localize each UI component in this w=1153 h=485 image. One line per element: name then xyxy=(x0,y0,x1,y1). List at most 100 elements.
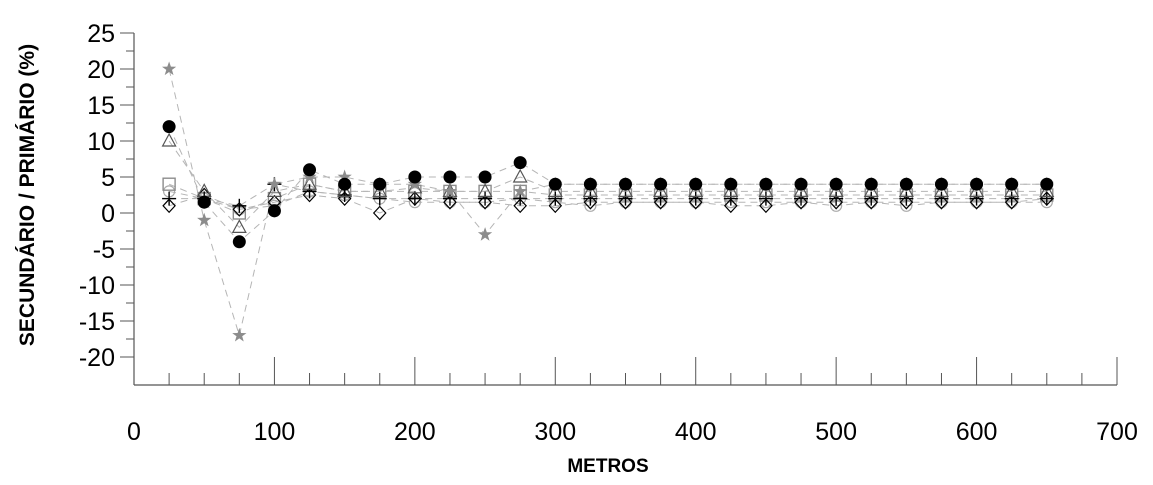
marker-open-triangle xyxy=(1039,183,1055,197)
marker-open-diamond xyxy=(618,194,633,210)
marker-plus xyxy=(548,191,563,206)
marker-plus xyxy=(723,191,738,206)
y-tick-label: 5 xyxy=(101,164,115,192)
marker-plus xyxy=(407,191,422,206)
y-tick-label: 25 xyxy=(87,20,115,48)
marker-plus xyxy=(653,191,668,206)
marker-open-diamond xyxy=(372,205,387,221)
marker-open-triangle xyxy=(231,219,247,233)
y-tick-label: -15 xyxy=(79,308,115,336)
marker-open-triangle xyxy=(723,183,739,197)
x-tick-label: 600 xyxy=(956,418,998,446)
marker-open-diamond xyxy=(829,194,843,210)
marker-open-triangle xyxy=(969,183,985,197)
marker-star xyxy=(267,176,282,191)
marker-open-triangle xyxy=(372,183,388,197)
y-tick-labels: -20 -15 -10 -5 0 5 10 15 20 25 xyxy=(79,20,115,372)
x-tick-label: 400 xyxy=(675,418,717,446)
marker-plus xyxy=(583,191,598,206)
marker-filled-circle xyxy=(829,177,843,191)
marker-star xyxy=(232,327,247,342)
marker-open-diamond xyxy=(724,198,738,214)
x-tick-labels: 0 100 200 300 400 500 600 700 xyxy=(127,418,1138,446)
marker-open-triangle xyxy=(512,168,528,183)
marker-open-diamond xyxy=(969,194,984,210)
marker-star xyxy=(302,169,317,184)
marker-plus xyxy=(934,191,949,206)
marker-open-triangle xyxy=(477,183,493,197)
marker-plus xyxy=(794,191,809,206)
x-tick-label: 500 xyxy=(815,418,857,446)
marker-plus xyxy=(1039,191,1054,206)
marker-star xyxy=(337,169,352,184)
marker-filled-circle xyxy=(864,177,878,191)
marker-filled-circle xyxy=(162,120,176,134)
marker-plus xyxy=(969,191,984,206)
marker-open-diamond xyxy=(864,194,879,210)
marker-filled-circle xyxy=(619,177,632,191)
marker-filled-circle xyxy=(689,177,703,191)
y-tick-label: 10 xyxy=(87,128,115,156)
marker-star xyxy=(407,176,422,191)
marker-filled-circle xyxy=(303,163,317,177)
marker-filled-circle xyxy=(443,170,457,184)
marker-open-triangle xyxy=(933,183,949,197)
marker-open-triangle xyxy=(617,183,634,197)
y-tick-label: -20 xyxy=(79,344,115,372)
marker-open-diamond xyxy=(232,202,247,217)
marker-filled-circle xyxy=(478,170,492,184)
marker-filled-circle xyxy=(548,177,562,191)
marker-filled-circle xyxy=(232,235,246,249)
marker-filled-circle xyxy=(583,177,597,191)
series-lines xyxy=(168,68,1047,338)
marker-plus xyxy=(688,191,703,206)
marker-open-diamond xyxy=(759,198,773,214)
marker-plus xyxy=(899,191,914,206)
x-tick-label: 300 xyxy=(534,418,576,446)
x-tick-label: 0 xyxy=(127,418,141,446)
marker-filled-circle xyxy=(513,156,527,170)
marker-filled-circle xyxy=(373,177,387,191)
marker-open-square xyxy=(162,177,176,191)
marker-open-diamond xyxy=(302,187,317,203)
marker-open-diamond xyxy=(443,194,457,210)
series-line-5 xyxy=(168,190,1047,210)
marker-plus xyxy=(758,191,773,206)
marker-filled-circle xyxy=(267,204,281,218)
marker-open-diamond xyxy=(899,194,914,210)
x-tick-label: 700 xyxy=(1096,418,1138,446)
marker-plus xyxy=(829,191,844,206)
marker-filled-circle xyxy=(899,177,913,191)
chart-axes xyxy=(120,32,1118,386)
series-line-2 xyxy=(168,68,1047,338)
marker-open-diamond xyxy=(583,194,598,210)
y-tick-label: 15 xyxy=(87,92,115,120)
series-line-6 xyxy=(169,183,1047,207)
marker-open-triangle xyxy=(302,175,318,190)
marker-plus xyxy=(1004,191,1019,206)
marker-star xyxy=(513,183,528,198)
x-axis-title: METROS xyxy=(567,456,648,477)
marker-open-diamond xyxy=(688,194,703,210)
marker-filled-circle xyxy=(1040,177,1054,191)
marker-star xyxy=(162,61,177,76)
marker-open-diamond xyxy=(513,198,527,214)
marker-filled-circle xyxy=(970,177,984,191)
y-tick-label: 0 xyxy=(101,200,115,228)
y-tick-label: -10 xyxy=(79,272,115,300)
marker-plus xyxy=(232,198,247,213)
marker-open-triangle xyxy=(688,183,704,197)
marker-open-triangle xyxy=(793,183,809,197)
marker-open-triangle xyxy=(1004,183,1020,197)
marker-open-triangle xyxy=(266,183,282,197)
marker-open-diamond xyxy=(653,194,668,210)
marker-plus xyxy=(618,191,633,206)
marker-plus xyxy=(162,191,177,206)
marker-plus xyxy=(372,191,387,206)
marker-open-triangle xyxy=(161,132,177,147)
marker-open-triangle xyxy=(863,183,879,197)
marker-filled-circle xyxy=(338,177,352,191)
marker-plus xyxy=(478,191,493,206)
marker-open-diamond xyxy=(794,194,808,210)
